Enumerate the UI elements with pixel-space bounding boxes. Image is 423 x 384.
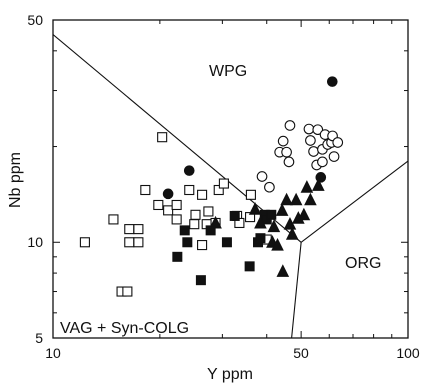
y-tick-label-10: 10 — [27, 234, 43, 250]
open-square-point-5 — [124, 224, 135, 235]
filled-triangle-point-17 — [312, 178, 325, 191]
filled-triangle-point-2 — [248, 202, 262, 215]
filled-square-point-13 — [255, 233, 266, 244]
filled-triangle-point-16 — [304, 192, 317, 206]
filled-circle-point-2 — [183, 165, 195, 176]
field-label-wpg: WPG — [209, 63, 247, 80]
filled-triangle-point-12 — [289, 192, 303, 206]
filled-triangle-point-5 — [267, 219, 281, 233]
open-square-point-19 — [197, 240, 208, 251]
plot-frame — [52, 19, 409, 339]
open-circle-point-8 — [303, 123, 315, 135]
open-square-point-7 — [133, 224, 144, 235]
open-circle-point-13 — [317, 156, 328, 168]
open-square-point-24 — [218, 178, 229, 189]
open-square-point-4 — [122, 286, 133, 297]
field-label-vag-syn-colg: VAG + Syn-COLG — [60, 320, 189, 337]
filled-square-point-3 — [182, 237, 193, 248]
open-circle-point-2 — [264, 181, 275, 193]
open-square-point-13 — [171, 199, 182, 211]
filled-triangle-point-15 — [300, 180, 314, 193]
filled-square-point-2 — [179, 225, 190, 236]
x-tick-label-100: 100 — [396, 345, 420, 361]
boundary-line-2 — [300, 160, 408, 243]
field-label-org: ORG — [345, 255, 381, 272]
open-square-point-28 — [245, 189, 256, 200]
open-circle-point-4 — [277, 135, 289, 147]
open-square-point-16 — [189, 219, 200, 230]
filled-circle-point-1 — [162, 188, 174, 200]
field-boundaries — [53, 34, 408, 338]
open-square-point-21 — [203, 206, 214, 217]
x-axis-title: Y ppm — [207, 366, 253, 383]
open-square-point-23 — [213, 184, 224, 196]
filled-square-point-4 — [195, 275, 206, 286]
data-markers — [79, 76, 344, 297]
filled-triangle-point-11 — [285, 227, 299, 240]
open-square-point-14 — [171, 214, 182, 225]
open-circle-point-7 — [284, 120, 296, 131]
y-tick-label-50: 50 — [27, 12, 43, 28]
filled-triangle-point-14 — [297, 207, 311, 221]
filled-triangle-point-7 — [275, 203, 289, 216]
boundary-line-1 — [53, 34, 302, 243]
open-square-point-2 — [108, 214, 119, 225]
open-square-point-6 — [124, 237, 135, 248]
filled-triangle-point-3 — [254, 215, 267, 229]
open-square-point-8 — [133, 237, 144, 248]
open-square-point-17 — [190, 209, 201, 220]
filled-triangle-point-9 — [280, 192, 293, 206]
open-circle-point-10 — [308, 146, 319, 157]
y-tick-label-5: 5 — [35, 330, 43, 346]
filled-square-point-7 — [229, 210, 240, 221]
boundary-line-3 — [291, 242, 302, 338]
open-circle-point-20 — [332, 137, 344, 148]
filled-triangle-point-8 — [276, 264, 290, 277]
open-square-point-18 — [197, 189, 208, 200]
filled-square-point-8 — [244, 261, 255, 272]
filled-triangle-point-1 — [209, 215, 222, 229]
open-circle-point-6 — [283, 156, 295, 168]
open-square-point-10 — [153, 199, 164, 211]
open-circle-point-1 — [256, 171, 268, 182]
open-circle-point-5 — [281, 146, 292, 158]
open-circle-point-19 — [328, 151, 340, 162]
open-square-point-11 — [157, 132, 168, 143]
open-circle-point-12 — [312, 124, 324, 136]
axis-ticks — [52, 19, 409, 339]
filled-square-point-6 — [221, 237, 232, 248]
filled-square-point-1 — [172, 251, 183, 262]
x-tick-label-50: 50 — [293, 345, 309, 361]
open-square-point-15 — [184, 184, 195, 196]
open-square-point-1 — [79, 237, 90, 248]
open-square-point-9 — [140, 184, 151, 196]
filled-circle-point-4 — [326, 76, 338, 87]
open-square-point-12 — [163, 205, 174, 216]
filled-square-point-12 — [266, 209, 277, 220]
x-tick-label-10: 10 — [45, 345, 61, 361]
open-circle-point-9 — [305, 135, 316, 146]
filled-triangle-point-6 — [271, 237, 284, 251]
y-axis-title: Nb ppm — [7, 152, 24, 208]
